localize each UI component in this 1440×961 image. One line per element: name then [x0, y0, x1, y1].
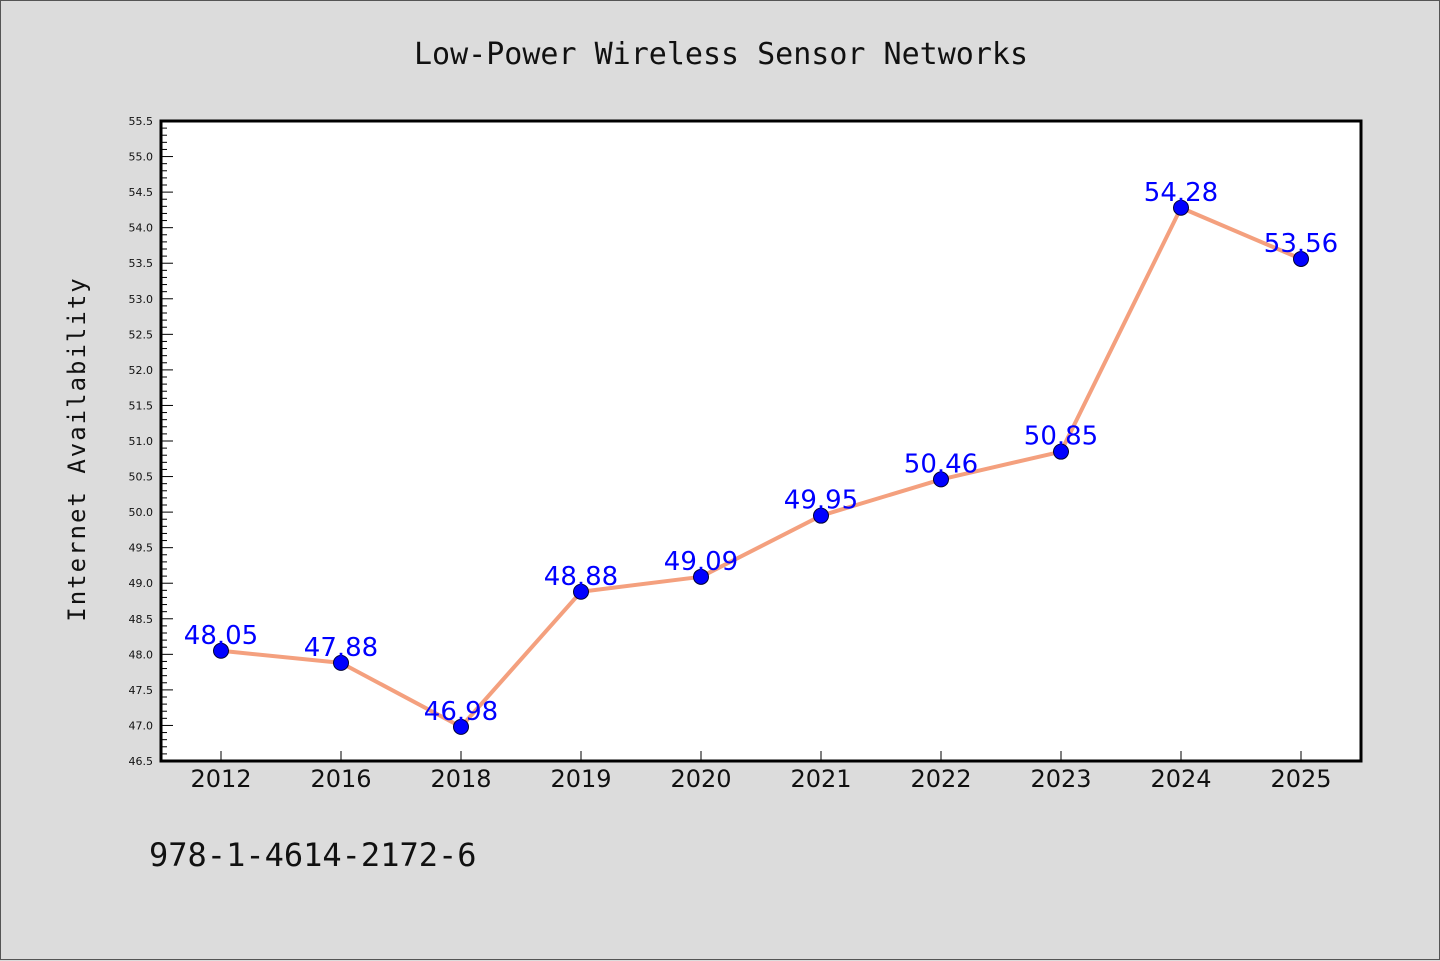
y-tick-label: 55.0	[129, 151, 154, 164]
data-label: 47.88	[304, 633, 378, 663]
x-tick-label: 2016	[310, 765, 371, 793]
x-axis: 2012 2016 2018 2019 2020 2021 2022 2023 2024 2025	[190, 751, 1332, 793]
data-label: 46.98	[424, 697, 498, 727]
y-tick-label: 52.5	[129, 328, 154, 341]
y-tick-label: 52.0	[129, 364, 154, 377]
y-tick-label: 51.0	[129, 435, 154, 448]
data-point	[693, 568, 709, 585]
plot-area	[159, 119, 1363, 763]
series-layer	[213, 199, 1309, 735]
data-label: 48.88	[544, 562, 618, 592]
y-tick-label: 53.5	[129, 257, 154, 270]
y-axis-label: Internet Availability	[63, 276, 91, 621]
data-label: 49.09	[664, 547, 738, 577]
y-tick-label: 50.0	[129, 506, 154, 519]
y-tick-label: 51.5	[129, 399, 154, 412]
x-tick-label: 2019	[550, 765, 611, 793]
y-tick-label: 54.5	[129, 186, 154, 199]
y-tick-label: 48.5	[129, 613, 154, 626]
y-axis: 46.5 47.0 47.5 48.0 48.5 49.0 49.5 50.0 50.5 51.0…	[129, 115, 173, 768]
y-tick-label: 55.5	[129, 115, 154, 128]
footer-identifier: 978-1-4614-2172-6	[149, 836, 477, 874]
data-point	[813, 507, 829, 524]
x-tick-label: 2021	[790, 765, 851, 793]
data-labels: 48.05 47.88 46.98 48.88 49.09 49.95 50.46 50.85…	[184, 178, 1338, 727]
data-label: 53.56	[1264, 229, 1338, 259]
data-point	[1173, 199, 1189, 216]
y-tick-label: 47.5	[129, 684, 154, 697]
data-point	[453, 718, 469, 735]
x-tick-label: 2018	[430, 765, 491, 793]
data-point	[1053, 443, 1069, 460]
data-point	[1293, 250, 1309, 267]
x-tick-label: 2025	[1270, 765, 1331, 793]
y-tick-label: 50.5	[129, 471, 154, 484]
y-tick-label: 49.5	[129, 542, 154, 555]
data-label: 50.46	[904, 449, 978, 479]
y-tick-label: 47.0	[129, 719, 154, 732]
x-tick-label: 2012	[190, 765, 251, 793]
x-tick-label: 2023	[1030, 765, 1091, 793]
x-tick-label: 2022	[910, 765, 971, 793]
data-point	[573, 583, 589, 600]
y-tick-label: 48.0	[129, 648, 154, 661]
x-tick-label: 2020	[670, 765, 731, 793]
y-tick-label: 53.0	[129, 293, 154, 306]
y-tick-label: 49.0	[129, 577, 154, 590]
y-tick-label: 46.5	[129, 755, 154, 768]
data-label: 49.95	[784, 486, 858, 516]
data-point	[333, 654, 349, 671]
x-tick-label: 2024	[1150, 765, 1211, 793]
data-label: 48.05	[184, 621, 258, 651]
y-tick-label: 54.0	[129, 222, 154, 235]
data-point	[213, 642, 229, 659]
data-point	[933, 471, 949, 488]
data-label: 50.85	[1024, 422, 1098, 452]
data-label: 54.28	[1144, 178, 1218, 208]
series-line	[220, 205, 1302, 729]
chart-title: Low-Power Wireless Sensor Networks	[414, 37, 1028, 72]
